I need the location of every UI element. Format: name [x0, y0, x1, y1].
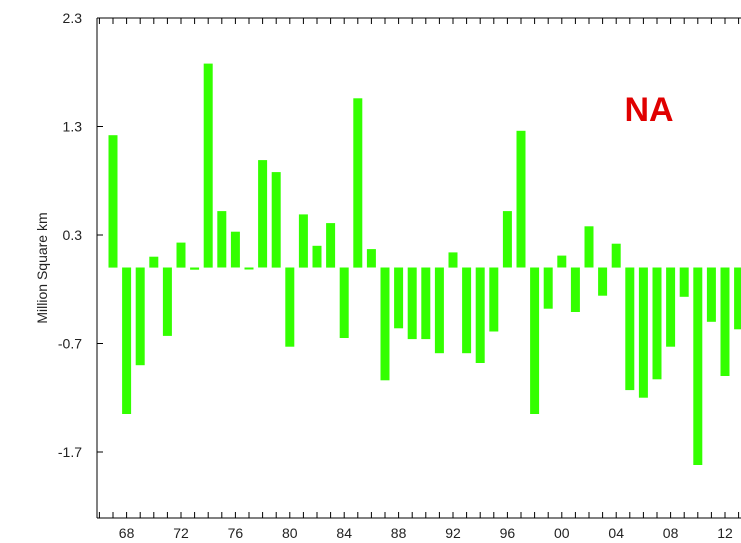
bar-1989 — [407, 267, 417, 340]
x-tick-label: 96 — [500, 525, 516, 541]
x-tick-label: 72 — [173, 525, 189, 541]
bar-1991 — [434, 267, 444, 354]
bar-1997 — [516, 130, 526, 268]
bar-1982 — [312, 245, 322, 268]
x-tick-label: 00 — [554, 525, 570, 541]
bar-2002 — [584, 226, 594, 268]
bar-1967 — [108, 135, 118, 268]
bar-2012 — [720, 267, 730, 376]
x-tick-label: 04 — [608, 525, 624, 541]
bar-2009 — [679, 267, 689, 297]
y-axis-tick-labels: 2.3 1.3 0.3 -0.7 -1.7 — [58, 10, 82, 460]
bar-1986 — [366, 249, 376, 268]
bar-1969 — [135, 267, 145, 366]
bar-1974 — [203, 63, 213, 268]
bar-1977 — [244, 267, 254, 270]
bar-2008 — [666, 267, 676, 347]
bar-1970 — [149, 256, 159, 268]
bar-1979 — [271, 172, 281, 268]
bottom-axis-ticks — [98, 512, 740, 518]
bar-2006 — [638, 267, 648, 398]
y-axis-ticks — [97, 17, 103, 453]
bar-1998 — [530, 267, 540, 414]
bar-1996 — [502, 211, 512, 268]
bar-2001 — [570, 267, 580, 312]
bar-1985 — [353, 98, 363, 268]
bar-series — [108, 63, 741, 465]
bar-2013 — [734, 267, 741, 330]
x-tick-label: 84 — [336, 525, 352, 541]
bar-1995 — [489, 267, 499, 332]
bar-1973 — [190, 267, 200, 270]
bar-1978 — [258, 160, 268, 268]
bar-1988 — [394, 267, 404, 329]
x-tick-label: 80 — [282, 525, 298, 541]
bar-1971 — [162, 267, 172, 336]
bar-1987 — [380, 267, 390, 381]
y-tick-label: 1.3 — [63, 119, 83, 135]
bar-2000 — [557, 255, 567, 268]
y-tick-label: 2.3 — [63, 10, 83, 26]
bar-2011 — [706, 267, 716, 322]
bar-1994 — [475, 267, 485, 363]
x-axis-tick-labels: 68 72 76 80 84 88 92 96 00 04 08 12 — [119, 525, 733, 541]
region-label: NA — [624, 91, 673, 129]
x-tick-label: 92 — [445, 525, 461, 541]
bar-1992 — [448, 252, 458, 268]
bar-2007 — [652, 267, 662, 380]
x-tick-label: 76 — [228, 525, 244, 541]
bar-2010 — [693, 267, 703, 465]
bar-1981 — [298, 214, 308, 268]
bar-1984 — [339, 267, 349, 338]
top-axis-ticks — [98, 18, 740, 24]
bar-1975 — [217, 211, 227, 268]
y-tick-label: 0.3 — [63, 227, 83, 243]
bar-1990 — [421, 267, 431, 340]
x-tick-label: 88 — [391, 525, 407, 541]
bar-1972 — [176, 242, 186, 268]
bar-1993 — [462, 267, 472, 354]
y-tick-label: -0.7 — [58, 336, 82, 352]
bar-1980 — [285, 267, 295, 347]
bar-1968 — [122, 267, 132, 414]
y-tick-label: -1.7 — [58, 444, 82, 460]
bar-1999 — [543, 267, 553, 309]
plot-frame — [96, 17, 741, 519]
bar-2005 — [625, 267, 635, 391]
bar-2003 — [598, 267, 608, 296]
bar-1976 — [230, 231, 240, 268]
bar-2004 — [611, 243, 621, 268]
x-tick-label: 12 — [717, 525, 733, 541]
x-tick-label: 68 — [119, 525, 135, 541]
bar-1983 — [326, 223, 336, 268]
y-axis-label: Million Square km — [34, 212, 50, 323]
x-tick-label: 08 — [663, 525, 679, 541]
